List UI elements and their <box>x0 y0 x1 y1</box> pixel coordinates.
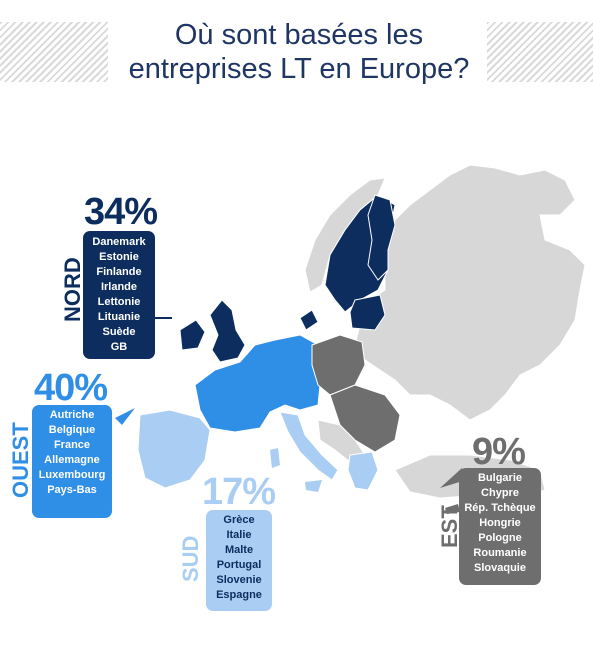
right-hatch-band <box>487 22 593 82</box>
page-title: Où sont basées les entreprises LT en Eur… <box>110 18 488 86</box>
sud-country-item: Malte <box>224 544 254 556</box>
sud-country-list: Grèce Italie Malte Portugal Slovenie Esp… <box>206 513 272 603</box>
est-country-list: Bulgarie Chypre Rép. Tchèque Hongrie Pol… <box>459 471 541 576</box>
est-country-item: Rép. Tchèque <box>464 502 536 514</box>
sud-percent: 17% <box>202 471 276 513</box>
nord-country-item: Suède <box>102 326 136 338</box>
nord-country-item: GB <box>110 341 128 353</box>
ouest-country-item: Luxembourg <box>38 469 106 481</box>
nord-percent: 34% <box>84 191 158 233</box>
map-background-countries <box>354 164 586 421</box>
nord-country-item: Lettonie <box>97 296 141 308</box>
ouest-connector <box>115 408 135 425</box>
map-est-cyprus <box>445 504 460 514</box>
est-country-item: Roumanie <box>473 547 527 559</box>
nord-country-item: Lituanie <box>97 311 141 323</box>
map-sud-italy <box>279 411 339 481</box>
ouest-country-item: Belgique <box>48 424 96 436</box>
est-country-item: Pologne <box>478 532 522 544</box>
sud-country-box: Grèce Italie Malte Portugal Slovenie Esp… <box>206 510 272 611</box>
ouest-country-item: France <box>53 439 91 451</box>
est-country-item: Hongrie <box>479 517 521 529</box>
map-nord-finland <box>367 194 396 281</box>
map-ouest-france-germany <box>194 334 321 433</box>
est-country-item: Chypre <box>481 487 519 499</box>
sud-country-item: Grèce <box>223 514 255 526</box>
ouest-country-box: Autriche Belgique France Allemagne Luxem… <box>32 405 112 518</box>
map-sud-sardinia <box>270 448 280 468</box>
sud-country-item: Portugal <box>216 559 262 571</box>
title-line-1: Où sont basées les <box>174 19 424 51</box>
sud-label: SUD <box>178 535 203 582</box>
nord-country-item: Finlande <box>96 266 142 278</box>
ouest-country-list: Autriche Belgique France Allemagne Luxem… <box>32 408 112 498</box>
map-sud-greece <box>347 451 379 491</box>
nord-country-item: Estonie <box>99 251 139 263</box>
map-nord-gb <box>209 299 246 363</box>
nord-country-item: Danemark <box>92 236 146 248</box>
sud-country-item: Italie <box>226 529 252 541</box>
nord-country-box: Danemark Estonie Finlande Irlande Letton… <box>83 231 155 359</box>
sud-country-item: Espagne <box>216 589 262 601</box>
sud-country-item: Slovenie <box>216 574 262 586</box>
ouest-percent: 40% <box>34 367 108 409</box>
est-percent: 9% <box>472 431 526 473</box>
est-country-item: Slovaquie <box>474 562 526 574</box>
ouest-country-item: Allemagne <box>44 454 100 466</box>
map-est-southeast <box>329 384 401 453</box>
map-nord-denmark <box>299 309 319 331</box>
nord-country-item: Irlande <box>100 281 138 293</box>
map-nord-ireland <box>179 319 206 351</box>
ouest-label: OUEST <box>8 422 33 498</box>
left-hatch-band <box>0 22 108 82</box>
est-country-box: Bulgarie Chypre Rép. Tchèque Hongrie Pol… <box>459 468 541 585</box>
title-line-2: entreprises LT en Europe? <box>128 53 470 85</box>
map-sud-sicily <box>305 480 322 492</box>
ouest-country-item: Pays-Bas <box>47 484 97 496</box>
map-nord-baltics <box>349 294 386 331</box>
nord-country-list: Danemark Estonie Finlande Irlande Letton… <box>83 235 155 355</box>
map-sud-iberia <box>137 409 211 489</box>
est-country-item: Bulgarie <box>477 472 522 484</box>
ouest-country-item: Autriche <box>49 409 95 421</box>
